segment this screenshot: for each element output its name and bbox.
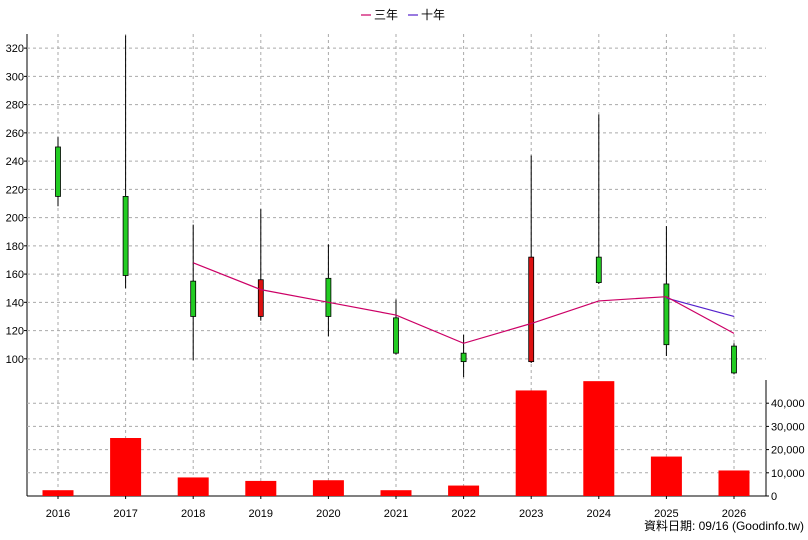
year-label: 2024: [587, 508, 611, 520]
year-label: 2022: [451, 508, 475, 520]
volume-bar: [312, 480, 344, 496]
ma3-line: [192, 262, 735, 344]
price-tick-label: 260: [6, 128, 24, 140]
year-label: 2025: [654, 508, 678, 520]
candle-body: [731, 345, 737, 374]
legend-label-ma10: 十年: [421, 8, 445, 22]
ma10-line: [666, 297, 735, 318]
year-label: 2017: [113, 508, 137, 520]
volume-bar: [650, 456, 682, 496]
year-label: 2026: [722, 508, 746, 520]
volume-tick-label: 30,000: [771, 421, 805, 433]
price-tick-label: 180: [6, 241, 24, 253]
axis-labels: 100 120 140 160 180 200 220 240 260 280 300 320 0 10,…: [6, 43, 805, 520]
candle-body: [460, 352, 467, 363]
candle-body: [663, 283, 670, 346]
volume-bar: [245, 480, 277, 496]
price-tick-label: 320: [6, 43, 24, 55]
year-label: 2023: [519, 508, 543, 520]
candle-body: [190, 280, 197, 317]
price-tick-label: 160: [6, 269, 24, 281]
candle-body: [325, 277, 332, 317]
source-footer: 資料日期: 09/16 (Goodinfo.tw): [644, 519, 804, 533]
price-tick-label: 300: [6, 71, 24, 83]
price-tick-label: 220: [6, 184, 24, 196]
candle-body: [122, 196, 129, 276]
volume-bars: [42, 381, 750, 496]
price-tick-label: 280: [6, 100, 24, 112]
volume-bar: [448, 485, 480, 496]
candle-body: [393, 317, 399, 354]
price-tick-label: 120: [6, 326, 24, 338]
volume-tick-label: 10,000: [771, 468, 805, 480]
year-label: 2016: [46, 508, 70, 520]
candle-body: [595, 256, 602, 283]
legend: 三年 十年: [361, 8, 445, 22]
volume-bar: [583, 381, 615, 496]
candle-body: [528, 256, 535, 363]
year-label: 2021: [384, 508, 408, 520]
volume-tick-label: 40,000: [771, 398, 805, 410]
year-label: 2020: [316, 508, 340, 520]
candle-body: [55, 146, 61, 197]
volume-bar: [718, 470, 750, 496]
volume-bar: [515, 390, 547, 496]
price-tick-label: 200: [6, 213, 24, 225]
volume-bar: [380, 490, 412, 496]
legend-label-ma3: 三年: [374, 8, 398, 22]
grid: [24, 34, 769, 499]
year-label: 2018: [181, 508, 205, 520]
price-tick-label: 100: [6, 354, 24, 366]
price-tick-label: 240: [6, 156, 24, 168]
volume-bar: [177, 477, 209, 496]
volume-bar: [42, 490, 74, 496]
year-label: 2019: [249, 508, 273, 520]
price-tick-label: 140: [6, 297, 24, 309]
moving-average-lines: [192, 262, 735, 344]
volume-bar: [110, 438, 142, 496]
candle-body: [257, 279, 264, 317]
volume-tick-label: 0: [771, 491, 777, 503]
volume-tick-label: 20,000: [771, 445, 805, 457]
candles: [55, 35, 737, 378]
